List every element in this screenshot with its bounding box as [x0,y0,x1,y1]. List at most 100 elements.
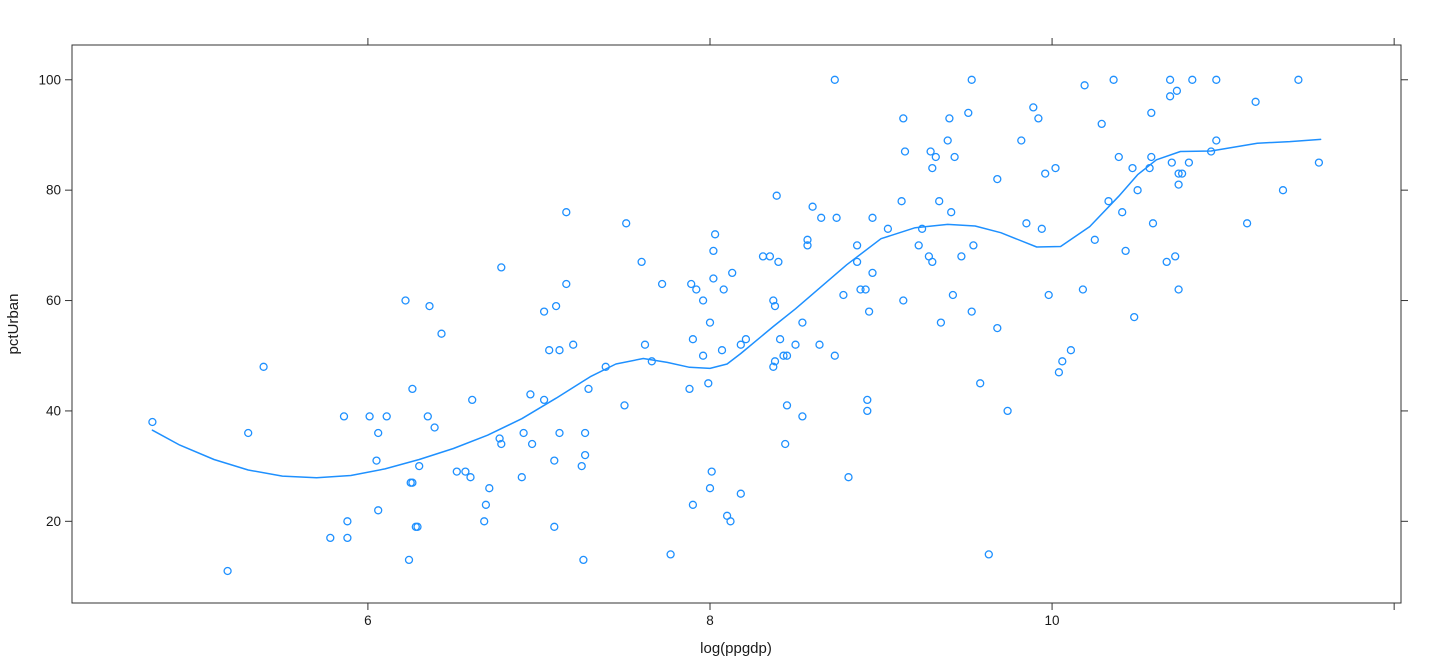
data-point-marker [551,301,561,311]
data-point-marker [1051,163,1060,173]
data-point-marker [928,163,937,173]
data-point-marker [1278,186,1288,195]
data-point-marker [1034,114,1043,123]
data-point-marker [926,147,935,156]
loess-smooth-curve [151,138,1322,479]
data-point-marker [969,241,978,250]
data-point-marker [1078,285,1088,294]
data-point-marker [223,566,232,576]
data-point-marker [1003,406,1012,416]
data-point-marker [480,517,489,526]
data-point-marker [1148,219,1158,228]
data-point-marker [1058,357,1067,366]
data-point-marker [808,202,817,211]
data-point-marker [550,522,559,531]
data-point-marker [415,461,424,471]
data-point-marker [950,152,959,162]
y-tick-label: 60 [46,293,61,308]
data-point-marker [452,467,461,476]
data-point-marker [1121,246,1130,256]
data-point-marker [577,461,586,471]
data-point-marker [461,467,470,476]
data-point-marker [698,351,708,360]
data-point-marker [1177,169,1187,178]
data-point-marker [852,241,862,250]
data-point-marker [830,75,839,84]
data-point-marker [709,246,718,256]
data-point-marker [620,401,629,410]
data-point-marker [964,108,973,118]
data-point-marker [861,285,870,294]
data-point-marker [555,428,564,438]
data-point-marker [517,473,526,482]
data-point-marker [704,379,713,388]
data-point-marker [343,533,352,543]
data-points [148,75,1324,576]
y-axis-title: pctUrban [5,294,22,355]
data-point-marker [726,517,735,526]
data-point-marker [775,335,785,344]
data-point-marker [1314,158,1324,167]
data-point-marker [781,439,790,449]
data-point-marker [705,318,715,327]
data-point-marker [545,346,554,355]
data-point-marker [555,346,564,355]
data-point-marker [817,213,826,222]
data-point-marker [1029,103,1038,112]
x-tick-label: 10 [1045,613,1060,628]
data-point-marker [741,335,751,344]
data-point-marker [707,467,716,476]
data-point-marker [719,285,728,294]
data-point-marker [914,241,923,250]
data-point-marker [844,473,853,482]
data-point-marker [423,412,432,421]
data-point-marker [710,230,720,239]
data-point-marker [1188,75,1197,84]
data-point-marker [1212,75,1221,84]
data-point-marker [803,235,812,244]
x-tick-label: 8 [706,613,714,628]
data-point-marker [1162,257,1171,267]
data-point-marker [798,318,807,327]
data-point-marker [1080,81,1089,90]
data-point-marker [899,114,908,123]
data-point-marker [1165,92,1175,101]
data-point-marker [657,279,667,289]
data-point-marker [688,500,698,509]
data-point-marker [852,257,862,267]
data-point-marker [1128,163,1137,173]
data-point-marker [1172,86,1182,95]
data-point-marker [1090,235,1099,244]
data-point-marker [1212,136,1221,145]
data-point-marker [1165,75,1175,84]
data-point-marker [466,473,475,482]
y-tick-label: 80 [46,183,61,198]
data-point-marker [1184,158,1194,167]
axis-ticks [65,38,1408,610]
data-point-marker [899,296,908,305]
data-point-marker [148,417,157,427]
data-point-marker [1130,312,1139,322]
data-point-marker [569,340,578,349]
data-point-marker [539,307,549,316]
data-point-marker [900,147,910,156]
data-point-marker [945,114,954,123]
data-point-marker [758,252,768,261]
data-point-marker [562,279,571,289]
data-point-marker [687,279,696,289]
data-point-marker [705,484,715,493]
data-point-marker [259,362,268,371]
data-point-marker [339,412,349,421]
data-point-marker [709,274,718,283]
data-point-marker [863,395,872,405]
data-point-marker [365,412,374,421]
data-point-marker [1017,136,1026,145]
data-point-marker [1174,180,1183,189]
data-point-marker [1104,197,1113,206]
data-point-marker [1242,219,1252,228]
data-point-marker [481,500,491,509]
data-point-marker [647,357,656,366]
data-point-marker [495,434,504,443]
data-point-marker [1147,152,1156,162]
